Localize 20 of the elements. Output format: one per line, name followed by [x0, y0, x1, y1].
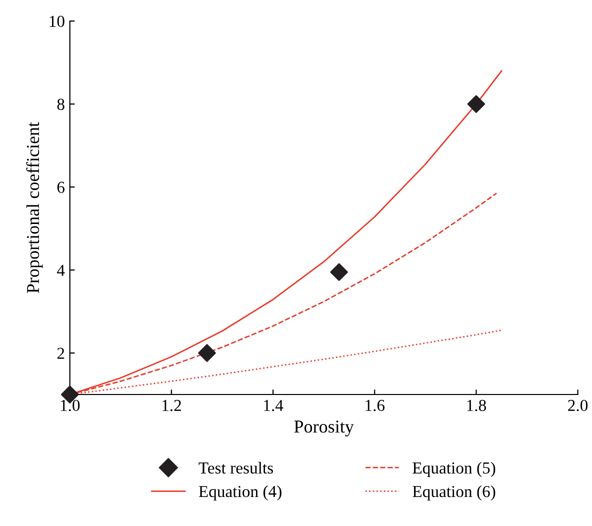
x-tick-label: 1.0 [60, 400, 80, 412]
y-axis-title: Proportional coefficient [26, 122, 43, 294]
legend-label: Test results [198, 462, 273, 474]
x-tick-label: 1.2 [162, 400, 181, 412]
point [330, 263, 348, 281]
x-tick-label: 1.4 [264, 400, 284, 412]
point [198, 344, 216, 362]
x-axis-title: Porosity [294, 420, 354, 436]
y-tick-label: 6 [57, 182, 64, 193]
x-tick-label: 2.0 [568, 400, 588, 412]
legend-label: Equation (4) [198, 485, 282, 501]
legend-label: Equation (5) [412, 462, 496, 477]
legend-label: Equation (6) [412, 485, 496, 501]
y-tick-label: 4 [56, 264, 65, 276]
x-tick-label: 1.8 [467, 400, 486, 412]
point [467, 95, 486, 113]
y-tick-label: 2 [57, 348, 64, 359]
x-tick-label: 1.6 [366, 400, 385, 412]
y-tick-label: 10 [50, 16, 64, 27]
y-tick-label: 8 [57, 98, 64, 110]
